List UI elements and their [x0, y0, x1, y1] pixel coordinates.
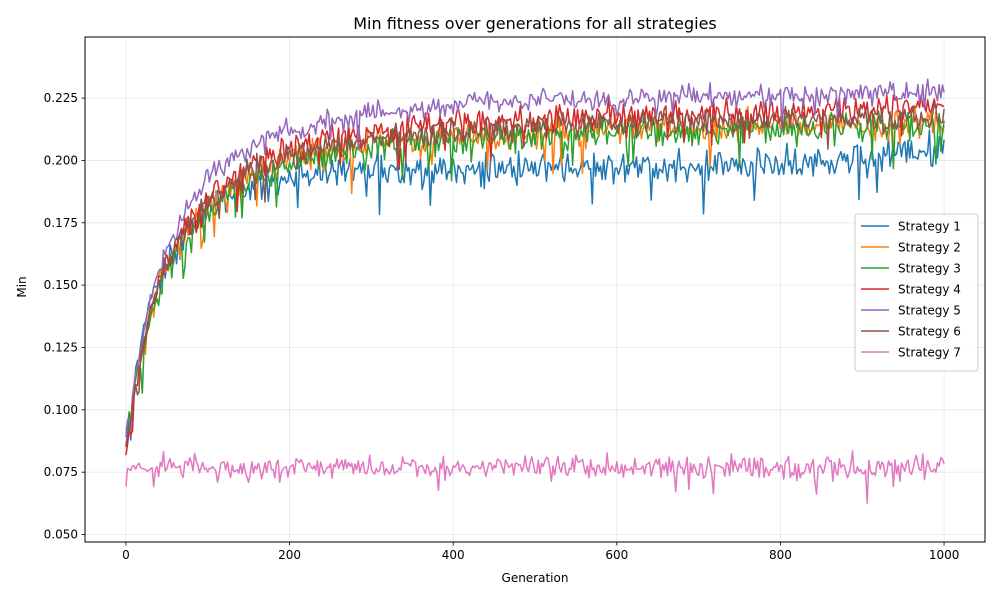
x-tick-label: 800: [769, 548, 792, 562]
y-tick-label: 0.050: [44, 528, 78, 542]
y-tick-label: 0.100: [44, 403, 78, 417]
series-line-7: [125, 450, 945, 505]
x-tick-label: 400: [442, 548, 465, 562]
y-axis-label: Min: [15, 276, 29, 297]
legend-label: Strategy 7: [898, 346, 961, 360]
x-axis-label: Generation: [502, 571, 569, 585]
legend-label: Strategy 2: [898, 241, 961, 255]
x-axis-ticks: 0 200 400 600 800 1000: [122, 542, 959, 562]
x-tick-label: 1000: [929, 548, 960, 562]
legend-label: Strategy 3: [898, 262, 961, 276]
y-tick-label: 0.075: [44, 465, 78, 479]
x-tick-label: 200: [278, 548, 301, 562]
y-axis-ticks: 0.050 0.075 0.100 0.125 0.150 0.175 0.200 0.225: [44, 91, 85, 542]
series-line-6: [125, 102, 945, 448]
y-tick-label: 0.225: [44, 91, 78, 105]
y-tick-label: 0.125: [44, 340, 78, 354]
x-tick-label: 0: [122, 548, 130, 562]
x-tick-label: 600: [605, 548, 628, 562]
y-tick-label: 0.175: [44, 216, 78, 230]
series-line-5: [125, 78, 945, 438]
legend-label: Strategy 5: [898, 304, 961, 318]
series-lines: [125, 78, 945, 505]
y-tick-label: 0.200: [44, 153, 78, 167]
y-tick-label: 0.150: [44, 278, 78, 292]
legend-label: Strategy 4: [898, 283, 961, 297]
series-line-1: [125, 129, 945, 446]
plot-frame: [84, 36, 986, 543]
series-line-4: [125, 94, 945, 456]
legend-label: Strategy 6: [898, 325, 961, 339]
legend: Strategy 1 Strategy 2 Strategy 3 Strategy 4…: [854, 213, 979, 372]
chart-title: Min fitness over generations for all str…: [353, 14, 717, 33]
legend-label: Strategy 1: [898, 220, 961, 234]
